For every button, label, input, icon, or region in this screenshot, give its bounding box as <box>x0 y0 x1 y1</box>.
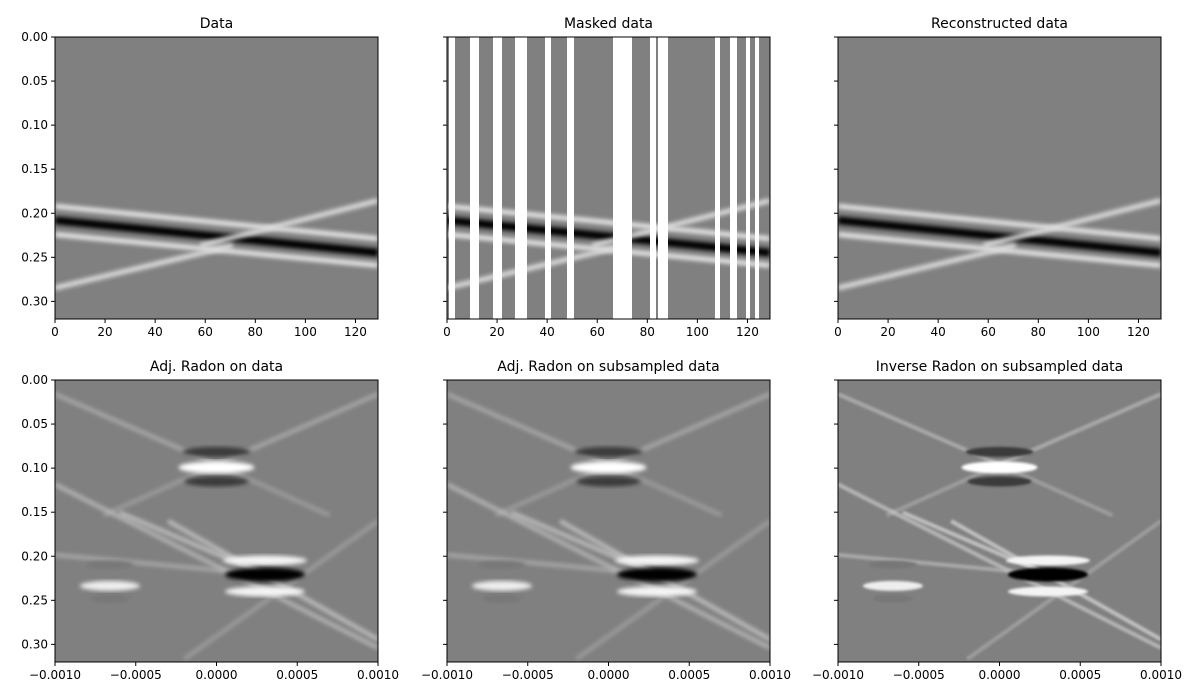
x-tick-label: 100 <box>1077 325 1100 339</box>
x-tick-label: −0.0010 <box>29 668 81 682</box>
x-tick-label: 20 <box>489 325 504 339</box>
x-tick-label: 0.0000 <box>196 668 238 682</box>
y-tick-label: 0.20 <box>21 206 48 220</box>
panel-title: Masked data <box>564 16 653 32</box>
axes-frame <box>837 36 1162 320</box>
x-tick-label: 0.0005 <box>276 668 318 682</box>
x-tick-label: 0.0010 <box>749 668 791 682</box>
y-tick-label: 0.10 <box>21 118 48 132</box>
panel-title: Adj. Radon on subsampled data <box>497 359 720 375</box>
panel: Inverse Radon on subsampled data −0.0010 −… <box>812 359 1182 682</box>
x-tick-label: −0.0010 <box>812 668 864 682</box>
x-tick-label: 60 <box>198 325 213 339</box>
x-tick-label: −0.0005 <box>893 668 945 682</box>
x-tick-label: −0.0005 <box>110 668 162 682</box>
x-tick-label: 100 <box>686 325 709 339</box>
y-tick-label: 0.15 <box>21 162 48 176</box>
x-tick-label: 80 <box>640 325 655 339</box>
x-tick-label: 40 <box>540 325 555 339</box>
x-tick-label: 0.0000 <box>979 668 1021 682</box>
axes-frame <box>54 36 379 320</box>
y-tick-label: 0.00 <box>21 30 48 44</box>
x-tick-label: 0.0000 <box>588 668 630 682</box>
panel-title: Reconstructed data <box>931 16 1068 32</box>
x-tick-label: 80 <box>1031 325 1046 339</box>
x-tick-label: 40 <box>148 325 163 339</box>
y-tick-label: 0.15 <box>21 505 48 519</box>
y-tick-label: 0.25 <box>21 593 48 607</box>
panel-title: Inverse Radon on subsampled data <box>876 359 1124 375</box>
panel: Masked data 0 20 40 60 80 100 120 <box>443 16 771 339</box>
y-tick-label: 0.10 <box>21 461 48 475</box>
axes-frame <box>446 36 771 320</box>
image <box>838 380 1161 662</box>
x-tick-label: 60 <box>981 325 996 339</box>
x-tick-label: 0.0010 <box>1140 668 1182 682</box>
image <box>447 380 770 662</box>
x-tick-label: 80 <box>248 325 263 339</box>
x-tick-label: 0 <box>834 325 842 339</box>
image <box>447 37 770 319</box>
x-tick-label: 100 <box>294 325 317 339</box>
y-tick-label: 0.05 <box>21 417 48 431</box>
x-tick-label: 20 <box>880 325 895 339</box>
x-tick-label: −0.0010 <box>421 668 473 682</box>
x-tick-label: 0.0005 <box>1059 668 1101 682</box>
y-tick-label: 0.00 <box>21 373 48 387</box>
image <box>838 37 1161 319</box>
x-tick-label: 40 <box>931 325 946 339</box>
y-tick-label: 0.05 <box>21 74 48 88</box>
x-tick-label: 0.0010 <box>357 668 399 682</box>
x-tick-label: −0.0005 <box>502 668 554 682</box>
x-tick-label: 0 <box>443 325 451 339</box>
y-tick-label: 0.30 <box>21 294 48 308</box>
x-tick-label: 60 <box>590 325 605 339</box>
x-tick-label: 0.0005 <box>668 668 710 682</box>
x-tick-label: 120 <box>344 325 367 339</box>
x-tick-label: 120 <box>736 325 759 339</box>
image <box>55 380 378 662</box>
y-tick-label: 0.20 <box>21 549 48 563</box>
panel-title: Adj. Radon on data <box>150 359 283 375</box>
panel: Data 0 20 40 60 80 100 120 0.00 0.05 0.10 0.15 0.20 0… <box>21 16 379 339</box>
x-tick-label: 20 <box>97 325 112 339</box>
x-tick-label: 0 <box>51 325 59 339</box>
y-tick-label: 0.25 <box>21 250 48 264</box>
panel: Adj. Radon on data −0.0010 −0.0005 0.0000 0.… <box>21 359 399 682</box>
y-tick-label: 0.30 <box>21 637 48 651</box>
panel: Reconstructed data 0 20 40 60 80 100 120 <box>834 16 1162 339</box>
image <box>55 37 378 319</box>
panel: Adj. Radon on subsampled data −0.0010 −0.0… <box>421 359 791 682</box>
panel-title: Data <box>200 16 233 32</box>
x-tick-label: 120 <box>1127 325 1150 339</box>
